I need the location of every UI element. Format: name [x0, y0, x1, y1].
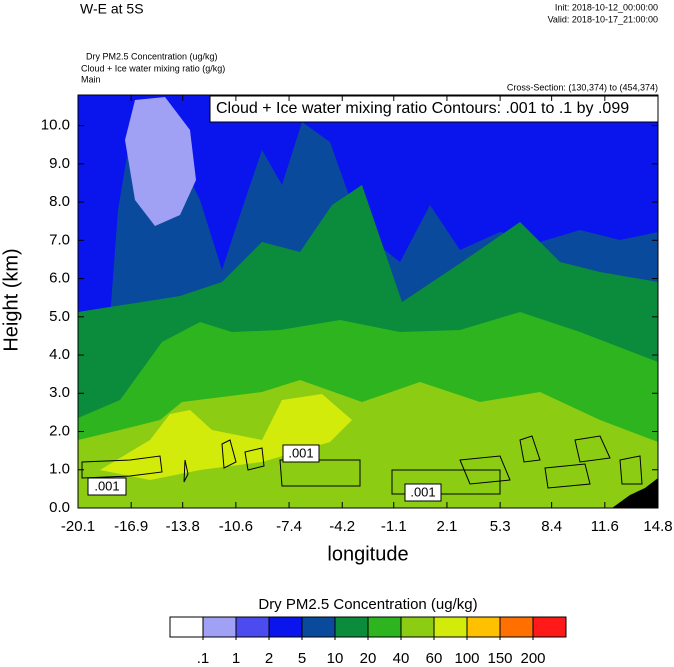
colorbar-box — [235, 616, 270, 638]
plot-frame — [77, 94, 659, 509]
contour-info: Cloud + Ice water mixing ratio Contours:… — [216, 100, 629, 117]
contour-label: .001 — [94, 478, 119, 493]
contour-label-box — [404, 483, 442, 502]
colorbar-box — [433, 616, 468, 638]
colorbar-label: 1 — [232, 650, 240, 667]
contour-label: .001 — [410, 484, 435, 499]
contour-line — [81, 435, 643, 495]
init-time: Init: 2018-10-12_00:00:00 — [555, 2, 658, 12]
x-axis-title: longitude — [327, 543, 408, 565]
y-tick-label: 0.0 — [49, 499, 70, 516]
y-tick-label: 5.0 — [49, 308, 70, 325]
colorbar-title: Dry PM2.5 Concentration (ug/kg) — [258, 596, 477, 613]
y-tick-label: 8.0 — [49, 193, 70, 210]
colorbar-box — [301, 616, 336, 638]
colorbar-box — [268, 616, 303, 638]
colorbar-label: 100 — [454, 650, 479, 667]
field-label: Main — [81, 74, 101, 84]
colorbar-box — [169, 616, 204, 638]
x-tick-label: -13.8 — [166, 518, 200, 535]
x-tick-label: -4.2 — [329, 518, 355, 535]
contour-field — [78, 95, 658, 508]
field-region — [125, 97, 196, 226]
contour-label-box — [282, 444, 320, 463]
x-tick-label: -20.1 — [61, 518, 95, 535]
colorbar-label: 60 — [426, 650, 443, 667]
contour-info-box — [209, 95, 659, 123]
colorbar-label: 150 — [487, 650, 512, 667]
x-tick-label: 11.6 — [591, 518, 619, 535]
colorbar-box — [334, 616, 369, 638]
contour-label: .001 — [288, 445, 313, 460]
field-region — [100, 394, 352, 480]
y-tick-label: 3.0 — [49, 384, 70, 401]
colorbar-box — [466, 616, 501, 638]
x-tick-label: -1.1 — [381, 518, 407, 535]
contour-label-box — [87, 477, 127, 496]
x-tick-label: -10.6 — [219, 518, 253, 535]
colorbar-label: 20 — [360, 650, 377, 667]
y-tick-label: 2.0 — [49, 422, 70, 439]
x-tick-label: -16.9 — [114, 518, 148, 535]
colorbar-label: 5 — [298, 650, 306, 667]
colorbar-label: 10 — [327, 650, 344, 667]
y-axis-title: Height (km) — [0, 248, 22, 351]
colorbar-box — [499, 616, 534, 638]
colorbar-box — [532, 616, 567, 638]
colorbar-label: .1 — [197, 650, 210, 667]
field-region — [78, 380, 658, 508]
y-tick-label: 6.0 — [49, 270, 70, 287]
x-tick-label: 14.8 — [643, 518, 672, 535]
cross-section: Cross-Section: (130,374) to (454,374) — [507, 82, 658, 92]
colorbar-label: 200 — [520, 650, 545, 667]
colorbar-label: 2 — [265, 650, 273, 667]
colorbar-label: 40 — [393, 650, 410, 667]
x-tick-label: 5.3 — [490, 518, 511, 535]
x-tick-label: 8.4 — [541, 518, 562, 535]
y-tick-label: 1.0 — [49, 461, 70, 478]
colorbar-box — [400, 616, 435, 638]
y-tick-label: 4.0 — [49, 346, 70, 363]
valid-time: Valid: 2018-10-17_21:00:00 — [548, 14, 658, 24]
x-tick-label: 2.1 — [437, 518, 458, 535]
terrain — [612, 478, 658, 508]
chart-title: W-E at 5S — [80, 1, 144, 17]
y-tick-label: 9.0 — [49, 155, 70, 172]
colorbar-box — [367, 616, 402, 638]
colorbar-box — [202, 616, 237, 638]
field-label: Cloud + Ice water mixing ratio (g/kg) — [81, 63, 225, 73]
x-tick-label: -7.4 — [276, 518, 302, 535]
field-label: Dry PM2.5 Concentration (ug/kg) — [86, 51, 218, 61]
y-tick-label: 7.0 — [49, 231, 70, 248]
y-tick-label: 10.0 — [41, 117, 70, 134]
